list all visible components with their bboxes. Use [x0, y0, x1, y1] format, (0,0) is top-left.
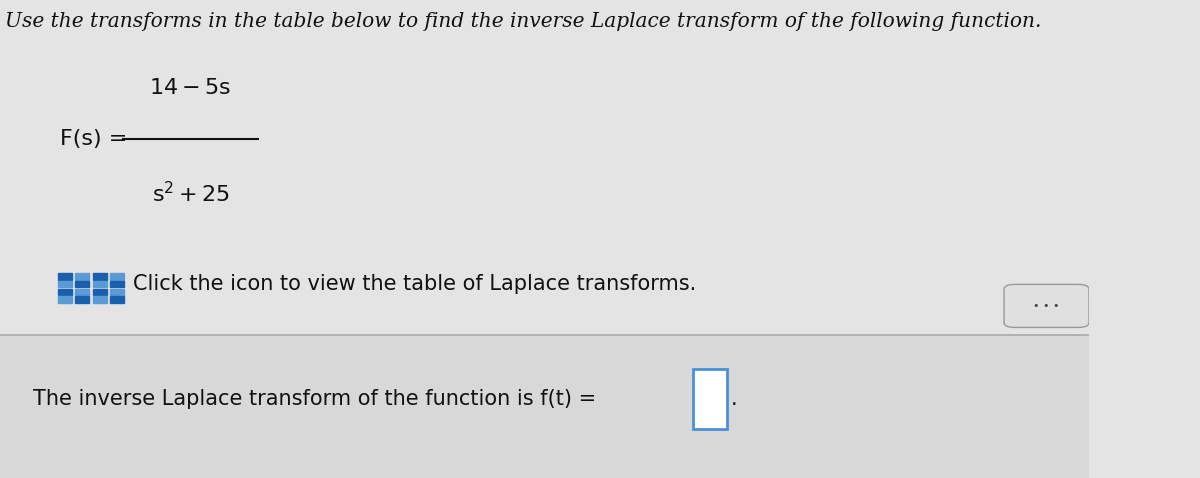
- Bar: [92, 281, 107, 287]
- Bar: [76, 296, 89, 303]
- Bar: [110, 296, 124, 303]
- Bar: [76, 289, 89, 295]
- FancyBboxPatch shape: [1004, 284, 1088, 327]
- Text: .: .: [731, 389, 737, 409]
- Text: Use the transforms in the table below to find the inverse Laplace transform of t: Use the transforms in the table below to…: [6, 12, 1042, 31]
- Text: Click the icon to view the table of Laplace transforms.: Click the icon to view the table of Lapl…: [133, 274, 696, 294]
- Text: $\mathregular{14-5s}$: $\mathregular{14-5s}$: [150, 78, 232, 98]
- Bar: [92, 289, 107, 295]
- Bar: [92, 296, 107, 303]
- Text: $\mathregular{s^2+25}$: $\mathregular{s^2+25}$: [151, 181, 229, 206]
- Bar: [0, 335, 1088, 478]
- FancyBboxPatch shape: [692, 369, 727, 429]
- Text: The inverse Laplace transform of the function is f(t) =: The inverse Laplace transform of the fun…: [32, 389, 596, 409]
- Bar: [110, 281, 124, 287]
- Bar: [110, 273, 124, 280]
- Bar: [110, 289, 124, 295]
- Bar: [76, 281, 89, 287]
- Text: • • •: • • •: [1033, 301, 1060, 311]
- Bar: [76, 273, 89, 280]
- Bar: [58, 296, 72, 303]
- Bar: [92, 273, 107, 280]
- Bar: [58, 289, 72, 295]
- Bar: [58, 273, 72, 280]
- Text: F(s) =: F(s) =: [60, 129, 127, 149]
- Bar: [58, 281, 72, 287]
